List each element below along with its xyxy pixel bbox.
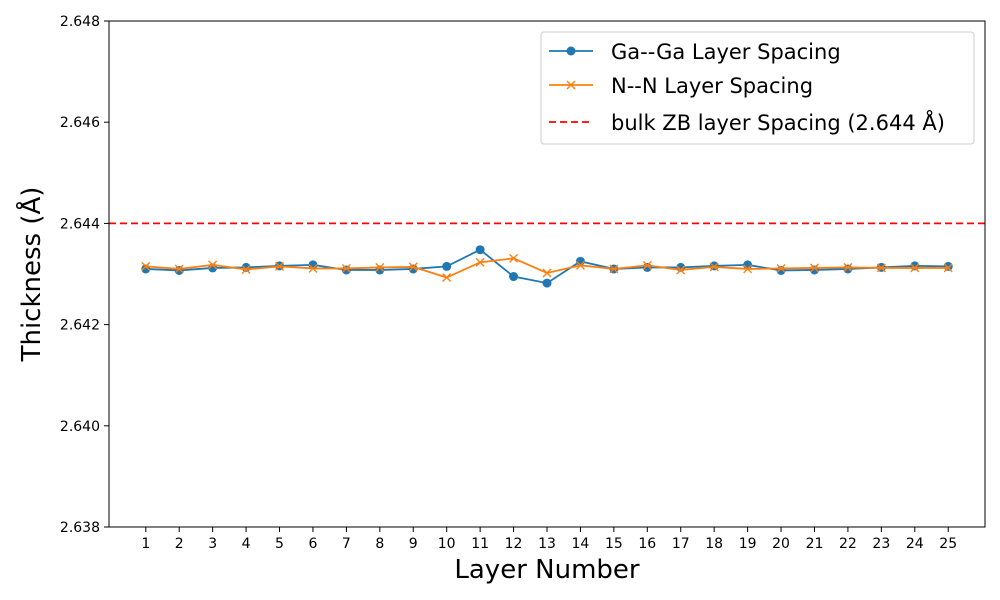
x-axis: 1 2 3 4 5 6 7 8 9 10 11 12 13 14 15 16 17 18 19 20 21 22 23 24 2… [141, 527, 957, 552]
series-n-n [141, 253, 953, 283]
data-point-circle [442, 261, 452, 271]
data-point-x [275, 261, 285, 271]
data-point-x [375, 262, 385, 272]
legend-entry-ga-ga: Ga--Ga Layer Spacing [549, 40, 841, 64]
data-point-x [776, 263, 786, 273]
data-point-x [575, 260, 585, 270]
legend-label: bulk ZB layer Spacing (2.644 Å) [611, 109, 945, 135]
x-tick-label: 22 [839, 536, 857, 552]
x-tick-label: 18 [705, 536, 723, 552]
y-tick-label: 2.644 [60, 216, 100, 232]
data-point-x [709, 262, 719, 272]
y-tick-label: 2.646 [60, 115, 100, 131]
data-point-x [341, 263, 351, 273]
y-tick-label: 2.638 [60, 520, 100, 536]
data-point-circle [776, 265, 786, 275]
x-tick-label: 1 [141, 536, 150, 552]
y-tick-label: 2.642 [60, 318, 100, 334]
x-tick-label: 20 [772, 536, 790, 552]
data-point-x [910, 263, 920, 273]
x-tick-label: 15 [605, 536, 623, 552]
legend-label: Ga--Ga Layer Spacing [611, 40, 841, 64]
data-point-x [174, 264, 184, 274]
x-tick-label: 25 [939, 536, 957, 552]
data-point-x [475, 257, 485, 267]
plot-area [109, 222, 985, 288]
x-tick-label: 9 [409, 536, 418, 552]
data-point-x [809, 263, 819, 273]
x-tick-label: 21 [806, 536, 824, 552]
data-point-circle [910, 261, 920, 271]
y-tick-label: 2.640 [60, 419, 100, 435]
x-axis-title: Layer Number [454, 555, 640, 585]
legend-entry-bulk-zb: bulk ZB layer Spacing (2.644 Å) [549, 109, 945, 135]
legend-box [540, 31, 975, 145]
data-point-circle [509, 272, 519, 282]
data-point-x [509, 253, 519, 263]
data-point-x [676, 265, 686, 275]
x-tick-label: 14 [572, 536, 590, 552]
legend-swatch-circle-marker [566, 46, 576, 56]
x-tick-label: 2 [175, 536, 184, 552]
data-point-circle [709, 261, 719, 271]
data-point-circle [341, 265, 351, 275]
data-point-x [642, 260, 652, 270]
data-point-circle [809, 265, 819, 275]
x-tick-label: 17 [672, 536, 690, 552]
data-point-x [241, 264, 251, 274]
x-tick-label: 23 [872, 536, 890, 552]
data-point-x [208, 260, 218, 270]
x-tick-label: 5 [275, 536, 284, 552]
data-point-circle [408, 264, 418, 274]
x-tick-label: 7 [342, 536, 351, 552]
legend-label: N--N Layer Spacing [611, 74, 813, 98]
data-point-circle [475, 245, 485, 255]
data-point-circle [241, 262, 251, 272]
x-tick-label: 11 [471, 536, 489, 552]
x-tick-label: 4 [242, 536, 251, 552]
data-point-x [943, 263, 953, 273]
x-tick-label: 24 [906, 536, 924, 552]
data-point-x [743, 264, 753, 274]
x-tick-label: 10 [438, 536, 456, 552]
y-tick-label: 2.648 [60, 14, 100, 30]
x-tick-label: 13 [538, 536, 556, 552]
data-point-circle [174, 265, 184, 275]
data-point-circle [542, 278, 552, 288]
data-point-circle [843, 264, 853, 274]
data-point-x [442, 273, 452, 283]
data-point-x [542, 268, 552, 278]
data-point-x [408, 262, 418, 272]
data-point-x [308, 263, 318, 273]
x-tick-label: 12 [505, 536, 523, 552]
x-tick-label: 6 [308, 536, 317, 552]
legend: Ga--Ga Layer Spacing N--N Layer Spacing … [540, 31, 975, 145]
x-tick-label: 8 [375, 536, 384, 552]
legend-entry-n-n: N--N Layer Spacing [549, 74, 813, 98]
x-tick-label: 19 [739, 536, 757, 552]
data-point-x [141, 261, 151, 271]
legend-x-glyph [566, 80, 576, 90]
data-point-circle [943, 261, 953, 271]
legend-swatch-x-marker [566, 80, 576, 90]
data-point-circle [642, 262, 652, 272]
data-point-x [876, 263, 886, 273]
y-axis-title: Thickness (Å) [15, 187, 47, 363]
x-tick-label: 3 [208, 536, 217, 552]
y-axis: 2.638 2.640 2.642 2.644 2.646 2.648 [60, 14, 109, 536]
x-tick-label: 16 [638, 536, 656, 552]
data-point-x [843, 262, 853, 272]
data-point-x [609, 264, 619, 274]
